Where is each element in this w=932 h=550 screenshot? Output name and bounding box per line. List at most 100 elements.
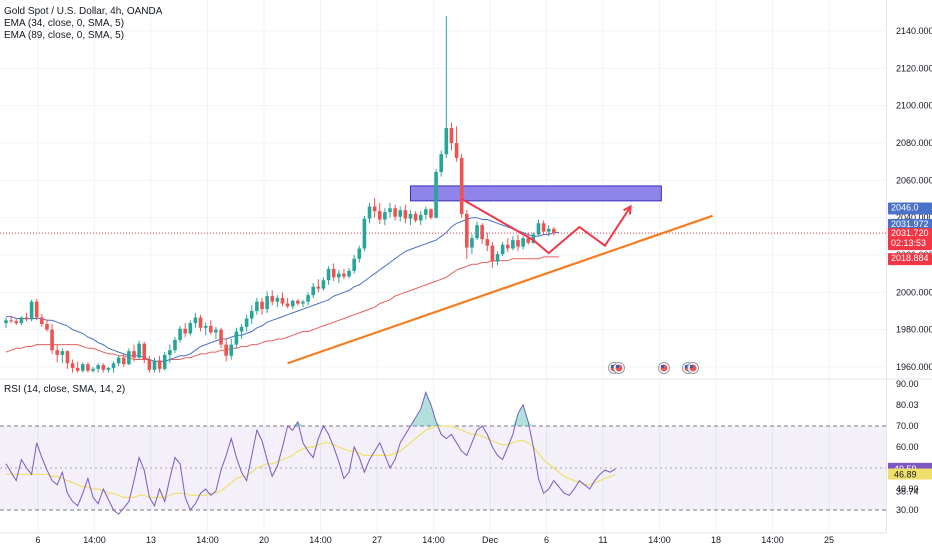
price-tick-label: 2140.000: [896, 26, 932, 36]
candle: [127, 348, 131, 366]
candle: [214, 326, 218, 339]
candle: [249, 305, 254, 325]
candle: [260, 297, 264, 315]
candle-body: [465, 213, 469, 248]
supply-zone: [409, 185, 662, 202]
candle: [418, 211, 423, 226]
time-tick-label: Dec: [482, 535, 499, 545]
price-tick-label: 2040.000: [896, 213, 932, 223]
candle-body: [521, 238, 525, 247]
candle: [459, 154, 464, 218]
ema34-legend[interactable]: EMA (34, close, 0, SMA, 5): [4, 18, 125, 29]
candle-body: [162, 354, 167, 369]
candle-body: [357, 248, 362, 259]
candle: [490, 241, 495, 269]
candle-body: [388, 208, 392, 213]
candle: [500, 241, 505, 256]
candle: [183, 323, 187, 338]
candle: [290, 299, 295, 310]
candle: [101, 363, 106, 373]
candle-body: [408, 213, 413, 219]
candle: [45, 319, 49, 332]
current-price-badge-bg: [888, 228, 932, 251]
time-tick-label: 14:00: [648, 535, 671, 545]
candle-body: [511, 240, 515, 249]
rsi-ma-line: [6, 425, 616, 498]
candle-body: [270, 296, 275, 302]
candle: [116, 355, 121, 367]
rsi-tick-label: 60.00: [896, 442, 919, 452]
candle-body: [116, 357, 121, 364]
candle: [296, 298, 300, 306]
candle-body: [260, 301, 264, 310]
ema89-badge: 2018.884: [888, 253, 932, 266]
candle: [147, 355, 152, 373]
candle: [449, 122, 454, 151]
symbol-title[interactable]: Gold Spot / U.S. Dollar, 4h, OANDA: [4, 6, 163, 17]
candle: [357, 245, 362, 263]
candle-body: [157, 360, 162, 369]
time-tick-label: 25: [824, 535, 834, 545]
candle: [546, 225, 551, 237]
us-flag-icon: [611, 365, 614, 368]
candle-body: [255, 301, 259, 311]
candle: [321, 277, 326, 291]
candle-body: [203, 325, 208, 328]
candle-body: [127, 351, 131, 365]
rsi-legend[interactable]: RSI (14, close, SMA, 14, 2): [4, 384, 126, 395]
rsi-ma-badge-bg: [888, 468, 932, 480]
candle-body: [96, 365, 100, 369]
candle-body: [552, 228, 556, 234]
candle: [270, 290, 275, 306]
candle: [19, 316, 24, 325]
candle-body: [244, 318, 249, 327]
candle: [275, 295, 280, 308]
rsi-value-badge-bg: [888, 462, 932, 474]
candle: [285, 297, 290, 309]
candle-body: [311, 286, 315, 296]
candle: [193, 312, 198, 328]
candle: [541, 220, 546, 235]
candle-body: [183, 328, 187, 334]
price-tick-label: 1980.000: [896, 325, 932, 335]
candle-body: [546, 228, 551, 232]
candle-body: [285, 303, 290, 307]
candle-body: [480, 225, 484, 240]
candle: [29, 299, 34, 322]
candle-body: [121, 357, 126, 365]
candle: [536, 219, 541, 237]
us-flag-icon: [613, 362, 625, 374]
candle-body: [91, 368, 95, 371]
candle-body: [516, 240, 520, 247]
candle: [337, 269, 341, 283]
candle-body: [383, 212, 387, 220]
candle-body: [14, 321, 19, 324]
rsi-ma-value-text: 46.89: [894, 470, 917, 480]
candle-body: [362, 218, 367, 249]
candle: [91, 367, 95, 373]
ema89-legend[interactable]: EMA (89, close, 0, SMA, 5): [4, 30, 125, 41]
candle-body: [398, 210, 403, 217]
us-flag-icon: [616, 365, 619, 368]
ema34-partial-badge: 2046.0: [888, 202, 932, 215]
candle: [326, 266, 331, 285]
candle-body: [449, 128, 454, 143]
candle-body: [188, 323, 193, 334]
candle: [203, 322, 208, 336]
ema89-badge-bg: [888, 253, 932, 266]
time-tick-label: 13: [146, 535, 156, 545]
candle: [372, 198, 377, 218]
current-price-badge-text: 02:13:53: [891, 238, 926, 248]
us-flag-icon: [685, 365, 688, 368]
us-flag-icon: [690, 365, 693, 368]
candle: [383, 208, 387, 226]
candle-body: [290, 300, 295, 307]
price-tick-label: 1960.000: [896, 362, 932, 372]
candle: [106, 367, 111, 373]
candle: [132, 344, 136, 362]
price-tick-label: 2080.000: [896, 138, 932, 148]
candle: [255, 297, 259, 315]
